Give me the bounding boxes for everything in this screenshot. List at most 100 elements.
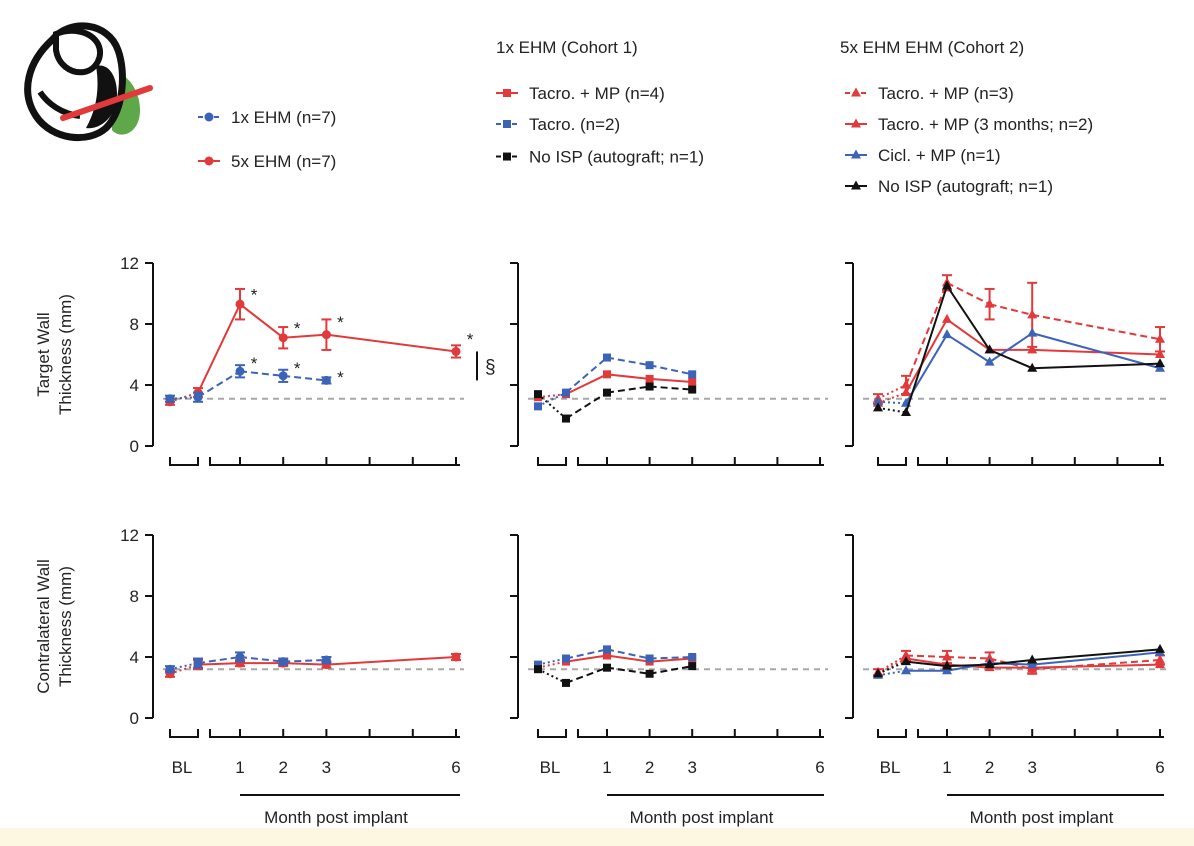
- data-point: [165, 664, 175, 674]
- data-point: [534, 665, 542, 674]
- data-point: [193, 658, 203, 668]
- series-line-segment: [649, 657, 693, 663]
- series-line-segment: [239, 303, 284, 339]
- series-line-segment: [946, 318, 991, 351]
- data-point: [1155, 643, 1165, 653]
- series-line-segment: [537, 391, 567, 408]
- x-tick-label: BL: [880, 758, 901, 777]
- legend-p3-item-2: Cicl. + MP (n=1): [845, 146, 1001, 165]
- x-axis: [877, 729, 1164, 738]
- legend-label: Tacro. + MP (n=3): [878, 84, 1014, 103]
- data-point: [1027, 659, 1038, 669]
- x-axis: [169, 729, 460, 738]
- significance-star: *: [251, 286, 258, 305]
- footer-band: [0, 828, 1194, 846]
- data-point: [688, 385, 697, 394]
- data-point: [942, 313, 952, 323]
- data-point: [321, 655, 331, 665]
- series-line-segment: [1032, 362, 1161, 370]
- data-point: [984, 298, 995, 308]
- data-point: [688, 662, 697, 671]
- y-axis-label-line: Thickness (mm): [56, 294, 75, 415]
- legend-triangle-marker: [851, 149, 861, 159]
- series-line-segment: [946, 285, 991, 351]
- series-3: [873, 643, 1165, 678]
- series-1: [165, 364, 332, 404]
- data-point: [873, 396, 883, 406]
- panel-target-3: [845, 262, 1168, 466]
- data-point: [235, 299, 245, 309]
- series-0: [873, 274, 1165, 405]
- significance-star: *: [467, 330, 474, 349]
- data-point: [873, 668, 883, 678]
- data-point: [534, 402, 542, 411]
- panel-target-2: [510, 262, 828, 466]
- series-line-segment: [283, 333, 327, 339]
- data-point: [562, 654, 570, 663]
- series-line-segment: [1032, 348, 1161, 356]
- data-point: [603, 353, 611, 362]
- data-point: [1027, 362, 1038, 372]
- x-tick-label: 6: [815, 758, 824, 777]
- legend-label: Cicl. + MP (n=1): [878, 146, 1001, 165]
- series-line-segment: [565, 373, 608, 396]
- series-line-segment: [1031, 332, 1161, 370]
- series-line-segment: [197, 662, 241, 666]
- data-point: [645, 654, 654, 663]
- series-line-segment: [565, 666, 608, 684]
- x-tick-label: 6: [1155, 758, 1164, 777]
- series-line-segment: [649, 656, 693, 660]
- significance-star: *: [251, 354, 258, 373]
- cohort-2-title: 5x EHM EHM (Cohort 2): [840, 38, 1024, 57]
- series-line-segment: [197, 303, 241, 394]
- y-axis-label-line: Target Wall: [34, 312, 53, 396]
- series-line-segment: [905, 318, 948, 394]
- data-point: [603, 645, 611, 654]
- data-point: [1155, 362, 1165, 372]
- y-tick-label: 12: [120, 254, 139, 273]
- data-point: [688, 377, 697, 386]
- series-2: [873, 327, 1165, 407]
- data-point: [1155, 654, 1165, 664]
- data-point: [984, 344, 995, 354]
- legend-label: No ISP (autograft; n=1): [878, 177, 1053, 196]
- data-point: [235, 366, 245, 376]
- series-line-segment: [989, 332, 1033, 363]
- x-axis: [537, 729, 824, 738]
- section-symbol: §: [485, 357, 496, 378]
- series-line-segment: [326, 656, 457, 666]
- data-point: [942, 660, 952, 670]
- x-axis: [877, 457, 1164, 466]
- y-tick-label: 8: [130, 315, 139, 334]
- legend-p1-item-0: 1x EHM (n=7): [198, 108, 336, 127]
- data-point: [165, 394, 175, 404]
- series-2: [534, 382, 697, 423]
- data-point: [645, 361, 654, 370]
- series-line-segment: [905, 660, 948, 668]
- series-line-segment: [946, 281, 991, 306]
- legend-square-marker: [503, 152, 511, 161]
- legend-p3-item-0: Tacro. + MP (n=3): [845, 84, 1014, 103]
- y-tick-label: 0: [130, 709, 139, 728]
- panel-contra-2: BL 1 2 3 6 Month post implant: [510, 534, 828, 827]
- series-line-segment: [239, 656, 284, 663]
- series-line-segment: [649, 665, 693, 675]
- series-line-segment: [326, 333, 457, 353]
- data-point: [1155, 333, 1165, 343]
- series-line-segment: [989, 303, 1033, 316]
- data-point: [1027, 327, 1038, 337]
- legend-label: Tacro. + MP (n=4): [529, 84, 665, 103]
- series-0: [165, 652, 461, 679]
- data-point: [603, 370, 611, 379]
- data-point: [942, 329, 952, 339]
- series-line-segment: [283, 374, 327, 382]
- x-axis: [169, 457, 460, 466]
- data-point: [451, 652, 461, 662]
- x-tick-label: 3: [322, 758, 331, 777]
- series-line-segment: [239, 370, 284, 377]
- series-3: [873, 280, 1165, 416]
- data-point: [645, 382, 654, 391]
- y-axis-label-line: Thickness (mm): [56, 566, 75, 687]
- series-1: [165, 651, 332, 674]
